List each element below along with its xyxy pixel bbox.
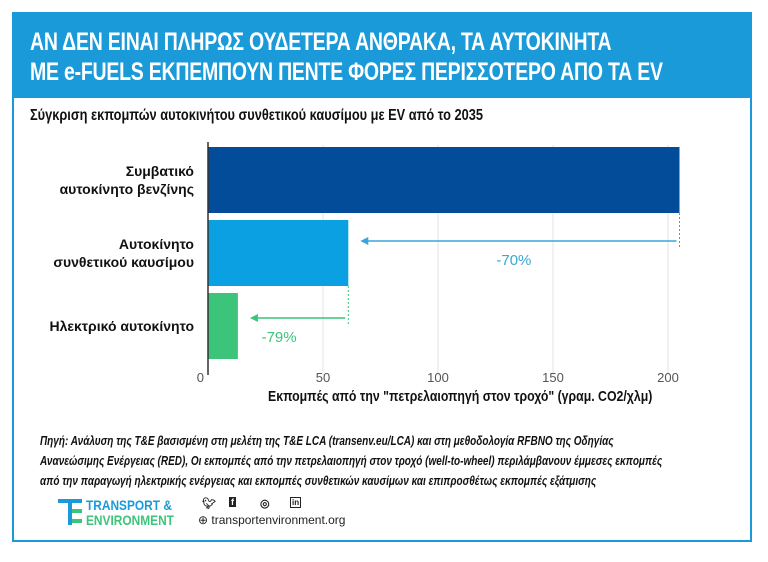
x-tick-label: 150: [542, 370, 564, 385]
bar: [208, 147, 680, 213]
headline-line1: ΑΝ ΔΕΝ ΕΙΝΑΙ ΠΛΗΡΩΣ ΟΥΔΕΤΕΡΑ ΑΝΘΡΑΚΑ, ΤΑ…: [30, 28, 612, 56]
category-label: Ηλεκτρικό αυτοκίνητο: [49, 318, 194, 334]
source-note-line3: από την παραγωγή ηλεκτρικής ενέργειας κα…: [40, 474, 597, 488]
website-link[interactable]: ⊕ transportenvironment.org: [198, 513, 345, 527]
logo-line2: ENVIRONMENT: [86, 512, 174, 528]
reduction-label: -70%: [496, 252, 531, 269]
globe-icon: ⊕: [198, 513, 209, 527]
bar: [208, 220, 349, 286]
facebook-icon[interactable]: f: [229, 497, 236, 507]
website-url: transportenvironment.org: [211, 513, 346, 527]
category-label: συνθετικού καυσίμου: [53, 254, 194, 270]
x-axis-label: Εκπομπές από την "πετρελαιοπηγή στον τρο…: [268, 388, 653, 405]
source-note-line2: Ανανεώσιμης Ενέργειας (RED), Οι εκπομπές…: [40, 454, 663, 468]
chart-title: Σύγκριση εκπομπών αυτοκινήτου συνθετικού…: [30, 107, 484, 124]
x-tick-label: 0: [197, 370, 204, 385]
x-tick-label: 100: [427, 370, 449, 385]
linkedin-icon[interactable]: in: [290, 497, 302, 508]
x-tick-label: 200: [657, 370, 679, 385]
category-label: αυτοκίνητο βενζίνης: [60, 181, 194, 197]
logo-line1: TRANSPORT &: [86, 497, 172, 513]
twitter-icon[interactable]: 🐦︎: [202, 498, 216, 510]
arrowhead-icon: [360, 237, 369, 245]
headline-line2: ΜΕ e-FUELS ΕΚΠΕΜΠΟΥΝ ΠΕΝΤΕ ΦΟΡΕΣ ΠΕΡΙΣΣΟ…: [30, 58, 663, 86]
reduction-label: -79%: [262, 329, 297, 346]
te-logo-mark-icon: [58, 499, 82, 525]
source-note-line1: Πηγή: Ανάλυση της T&E βασισμένη στη μελέ…: [40, 434, 614, 448]
category-label: Αυτοκίνητο: [119, 236, 194, 252]
instagram-icon[interactable]: ◎: [260, 498, 270, 510]
header-banner: ΑΝ ΔΕΝ ΕΙΝΑΙ ΠΛΗΡΩΣ ΟΥΔΕΤΕΡΑ ΑΝΘΡΑΚΑ, ΤΑ…: [12, 12, 752, 98]
bar-chart: 0 50 100 150 200 Συμβατικό αυτοκίνητο βενζίνης…: [49, 142, 680, 385]
arrowhead-icon: [249, 314, 258, 322]
infographic-card: [12, 12, 752, 542]
bar: [208, 293, 238, 359]
x-tick-label: 50: [316, 370, 330, 385]
category-label: Συμβατικό: [126, 163, 194, 179]
